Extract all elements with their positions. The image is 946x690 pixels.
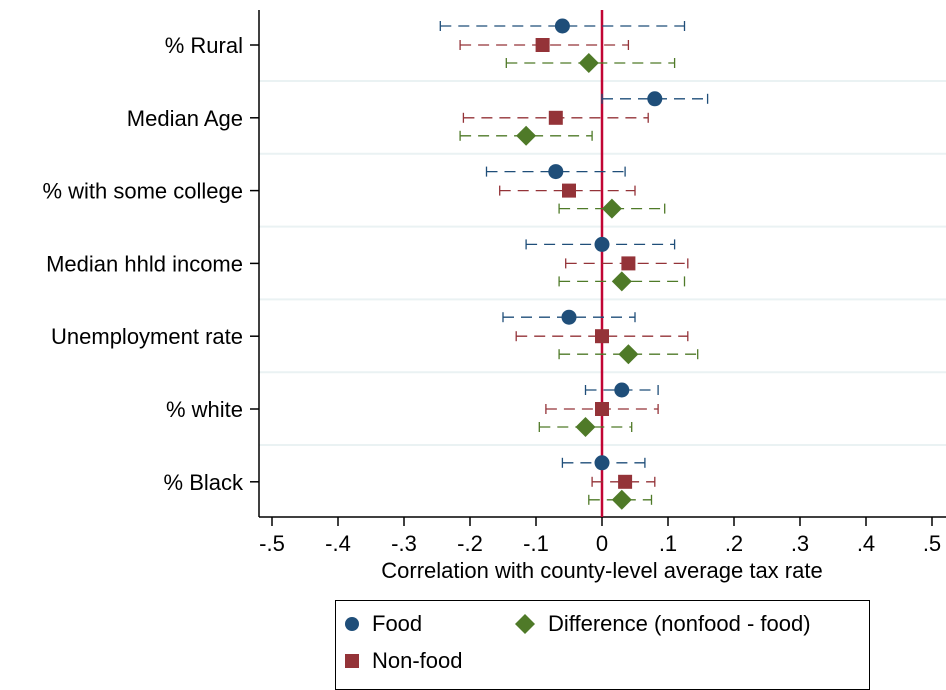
y-tick-label: % Rural bbox=[165, 33, 243, 58]
data-point-diamond bbox=[611, 489, 632, 510]
coefficient-plot: % Rural Median Age % with some college Medi… bbox=[42, 10, 946, 583]
x-axis-label: Correlation with county-level average ta… bbox=[381, 558, 822, 583]
series-square bbox=[459, 38, 689, 489]
x-tick-label: .3 bbox=[791, 531, 809, 556]
data-point-circle bbox=[554, 18, 570, 34]
x-axis-ticks: -.5 -.4 -.3 -.2 -.1 0 .1 .2 .3 .4 .5 bbox=[259, 517, 941, 556]
y-tick-label: Median hhld income bbox=[46, 251, 243, 276]
data-point-square bbox=[595, 402, 609, 416]
series-circle bbox=[439, 18, 709, 471]
circle-marker-icon bbox=[345, 617, 359, 631]
data-point-diamond bbox=[611, 271, 632, 292]
legend-label-nonfood: Non-food bbox=[372, 648, 463, 673]
diamond-marker-icon bbox=[515, 614, 535, 634]
data-point-diamond bbox=[578, 53, 599, 73]
data-point-circle bbox=[561, 309, 577, 325]
data-point-square bbox=[595, 329, 609, 344]
series-diamond bbox=[459, 53, 699, 510]
x-tick-label: .1 bbox=[659, 531, 677, 556]
data-point-square bbox=[535, 38, 550, 52]
data-point-square bbox=[562, 183, 576, 198]
y-tick-label: Median Age bbox=[127, 106, 243, 131]
legend-label-food: Food bbox=[372, 611, 423, 636]
x-tick-label: .5 bbox=[923, 531, 941, 556]
data-point-square bbox=[548, 110, 563, 125]
x-tick-label: .2 bbox=[725, 531, 743, 556]
data-point-circle bbox=[647, 91, 663, 107]
y-tick-label: Unemployment rate bbox=[51, 324, 243, 349]
y-tick-label: % with some college bbox=[42, 179, 243, 204]
data-point-diamond bbox=[601, 198, 622, 219]
series-layer bbox=[439, 18, 709, 510]
legend-item-difference: Difference (nonfood - food) bbox=[514, 611, 811, 637]
data-point-square bbox=[618, 474, 633, 489]
x-tick-label: -.2 bbox=[457, 531, 483, 556]
square-marker-icon bbox=[345, 654, 359, 668]
data-point-circle bbox=[614, 382, 630, 398]
y-tick-label: % white bbox=[166, 397, 243, 422]
legend-label-difference: Difference (nonfood - food) bbox=[548, 611, 811, 636]
data-point-diamond bbox=[516, 125, 537, 146]
x-tick-label: -.4 bbox=[325, 531, 351, 556]
y-tick-label: % Black bbox=[164, 470, 244, 495]
x-tick-label: .4 bbox=[857, 531, 875, 556]
data-point-circle bbox=[594, 236, 610, 252]
x-tick-label: -.1 bbox=[523, 531, 549, 556]
data-point-diamond bbox=[618, 344, 639, 365]
data-point-square bbox=[621, 256, 636, 271]
legend-item-food: Food bbox=[344, 611, 422, 637]
data-point-diamond bbox=[575, 417, 596, 437]
y-axis-ticks: % Rural Median Age % with some college Medi… bbox=[42, 33, 259, 495]
x-tick-label: 0 bbox=[596, 531, 608, 556]
legend: Food Difference (nonfood - food) Non-foo… bbox=[335, 600, 870, 690]
data-point-circle bbox=[594, 455, 610, 471]
x-tick-label: -.5 bbox=[259, 531, 285, 556]
legend-item-nonfood: Non-food bbox=[344, 648, 463, 674]
data-point-circle bbox=[548, 164, 564, 180]
x-tick-label: -.3 bbox=[391, 531, 417, 556]
